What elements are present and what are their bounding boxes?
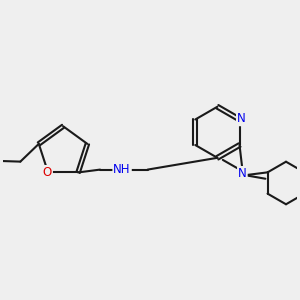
Text: O: O xyxy=(43,166,52,179)
Text: NH: NH xyxy=(113,163,131,176)
Text: N: N xyxy=(237,112,246,125)
Text: N: N xyxy=(238,167,247,180)
